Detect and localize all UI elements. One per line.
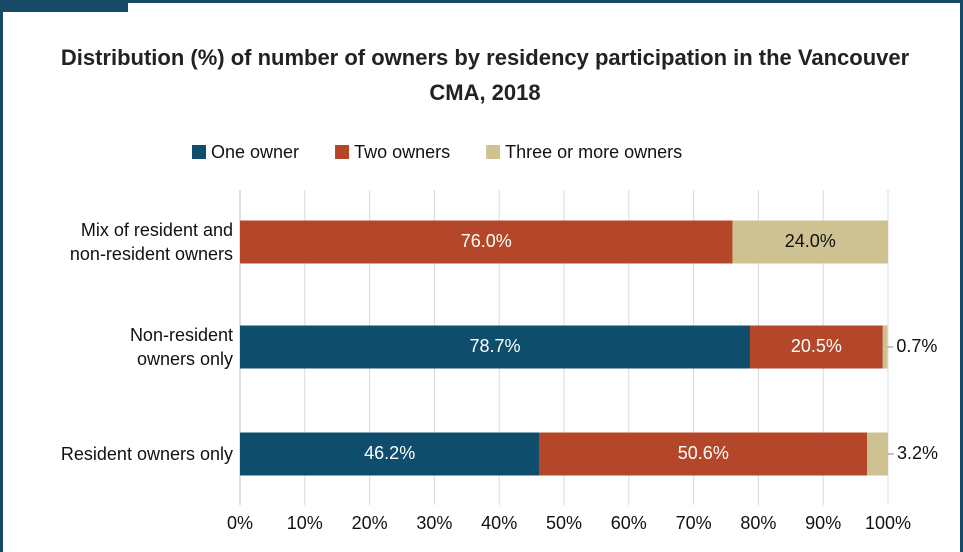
- legend-swatch: [486, 145, 501, 159]
- y-tick-label: Non-resident owners only: [129, 325, 233, 369]
- bar-segment: [882, 325, 888, 369]
- bar-segment: [732, 220, 888, 264]
- data-label: 24.0%: [785, 231, 836, 251]
- y-tick-label: Resident owners only: [60, 444, 233, 464]
- data-label: 3.2%: [897, 443, 938, 463]
- x-tick-label: 90%: [805, 513, 841, 533]
- data-label: 46.2%: [364, 443, 415, 463]
- y-tick-label: Mix of resident and non-resident owners: [69, 220, 233, 264]
- data-label: 0.7%: [896, 336, 937, 356]
- x-tick-label: 0%: [227, 513, 253, 533]
- data-label: 78.7%: [469, 336, 520, 356]
- x-tick-label: 50%: [546, 513, 582, 533]
- chart-title: Distribution (%) of number of owners by …: [60, 45, 910, 105]
- x-tick-label: 20%: [352, 513, 388, 533]
- x-tick-label: 40%: [481, 513, 517, 533]
- bar-segment: [749, 325, 883, 369]
- data-label: 50.6%: [678, 443, 729, 463]
- legend-label: One owner: [211, 142, 299, 162]
- legend-label: Two owners: [354, 142, 450, 162]
- bar-segment: [867, 432, 888, 476]
- data-label: 76.0%: [461, 231, 512, 251]
- bar-segment: [240, 325, 750, 369]
- legend-swatch: [335, 145, 350, 159]
- tab: [0, 0, 128, 12]
- x-tick-label: 30%: [416, 513, 452, 533]
- bar-segment: [539, 432, 868, 476]
- legend-swatch: [192, 145, 206, 159]
- bar-segment: [240, 432, 540, 476]
- x-tick-label: 10%: [287, 513, 323, 533]
- x-tick-label: 100%: [865, 513, 911, 533]
- x-tick-label: 70%: [676, 513, 712, 533]
- bar-segment: [240, 220, 733, 264]
- legend-label: Three or more owners: [505, 142, 682, 162]
- x-tick-label: 60%: [611, 513, 647, 533]
- data-label: 20.5%: [791, 336, 842, 356]
- x-tick-label: 80%: [740, 513, 776, 533]
